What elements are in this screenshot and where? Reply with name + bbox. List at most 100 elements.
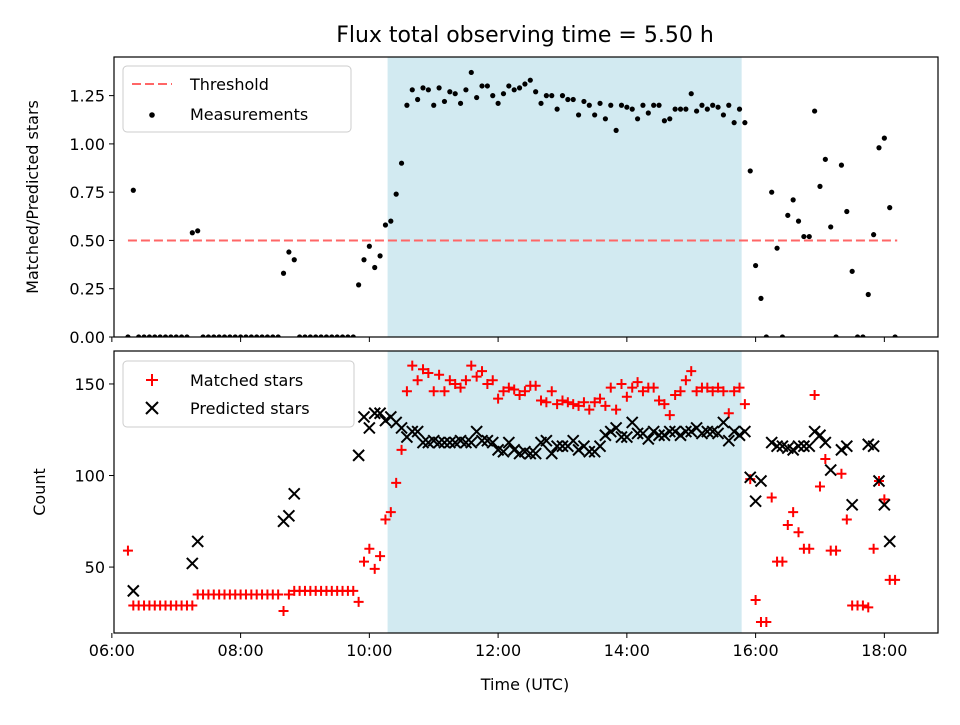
measurement-point xyxy=(758,295,764,301)
measurement-point xyxy=(280,270,287,276)
matched-star-point xyxy=(675,386,686,397)
matched-star-point xyxy=(761,617,772,628)
measurement-point xyxy=(892,334,898,337)
measurement-point xyxy=(313,334,319,337)
measurement-point xyxy=(318,334,324,337)
measurement-point xyxy=(812,108,818,114)
matched-star-point xyxy=(396,444,407,455)
matched-star-point xyxy=(584,404,595,415)
matched-star-point xyxy=(407,360,418,371)
measurement-point xyxy=(871,232,877,238)
measurement-point xyxy=(806,233,812,240)
matched-star-point xyxy=(541,397,552,408)
measurement-point xyxy=(817,183,823,189)
measurement-point xyxy=(404,102,410,108)
predicted-star-point xyxy=(186,557,199,570)
measurement-point xyxy=(162,334,169,337)
measurement-point xyxy=(602,116,608,122)
predicted-star-point xyxy=(754,474,768,488)
predicted-star-point xyxy=(679,425,693,438)
predicted-star-point xyxy=(867,440,880,453)
measurement-point xyxy=(452,91,458,97)
bottom-legend: Matched stars Predicted stars xyxy=(122,360,355,428)
matched-star-point xyxy=(273,589,284,600)
matched-star-point xyxy=(509,384,520,395)
measurement-point xyxy=(184,334,190,337)
predicted-star-point xyxy=(352,449,365,462)
bottom-plot-area: 06:00 08:00 10:00 12:00 14:00 16:00 18:00 50 10… xyxy=(74,350,939,660)
measurement-point xyxy=(849,268,855,274)
matched-star-point xyxy=(423,367,434,378)
predicted-star-point xyxy=(604,425,617,438)
measurement-point xyxy=(436,85,442,91)
matched-star-point xyxy=(863,602,874,613)
matched-star-point xyxy=(836,468,847,479)
predicted-star-point xyxy=(647,425,660,438)
measurement-point xyxy=(645,110,651,116)
matched-star-point xyxy=(718,386,729,397)
matched-star-point xyxy=(589,397,600,408)
measurement-point xyxy=(382,222,389,228)
matched-star-point xyxy=(750,595,761,606)
matched-star-point xyxy=(546,386,557,397)
predicted-star-point xyxy=(840,440,854,453)
measurement-point xyxy=(339,334,346,337)
measurement-points xyxy=(125,69,898,337)
measurement-point xyxy=(693,108,700,114)
matched-star-point xyxy=(637,386,648,397)
measurement-point xyxy=(345,334,351,337)
matched-star-point xyxy=(890,574,901,585)
matched-star-point xyxy=(793,527,804,538)
measurement-point xyxy=(763,334,769,337)
predicted-star-point xyxy=(658,429,671,442)
measurement-point xyxy=(211,334,217,337)
measurement-point xyxy=(634,116,641,122)
matched-star-point xyxy=(418,364,428,375)
measurement-point xyxy=(769,189,775,195)
measurement-point xyxy=(795,218,802,224)
measurement-point xyxy=(565,96,571,103)
top-y-ticks: 0.00 0.25 0.50 0.75 1.00 1.25 xyxy=(69,87,114,347)
predicted-star-point xyxy=(824,463,837,477)
measurement-point xyxy=(779,334,786,337)
measurement-point xyxy=(264,334,271,337)
matched-star-point xyxy=(562,397,573,408)
matched-star-point xyxy=(820,454,831,465)
measurement-point xyxy=(479,83,485,89)
measurement-point xyxy=(801,233,807,240)
measurement-point xyxy=(205,334,212,337)
matched-star-point xyxy=(670,389,681,400)
predicted-star-point xyxy=(411,425,424,438)
predicted-star-point xyxy=(668,425,682,438)
measurement-point xyxy=(538,100,544,106)
measurement-point xyxy=(608,102,614,108)
matched-star-point xyxy=(283,589,294,600)
x-axis-label: Time (UTC) xyxy=(480,675,569,694)
measurement-point xyxy=(876,145,882,151)
measurement-point xyxy=(613,127,619,133)
predicted-star-point xyxy=(770,440,784,453)
matched-star-point xyxy=(385,507,396,518)
bottom-shaded-span xyxy=(387,351,742,633)
measurement-point xyxy=(463,87,469,93)
top-y-tick-label: 0.25 xyxy=(69,280,105,299)
measurement-point xyxy=(844,208,850,215)
predicted-star-point xyxy=(282,509,296,523)
measurement-point xyxy=(495,100,501,106)
measurement-point xyxy=(484,83,490,89)
measurement-point xyxy=(511,87,517,93)
measurement-point xyxy=(586,102,592,108)
predicted-star-point xyxy=(727,425,741,438)
matched-star-point xyxy=(482,378,493,389)
predicted-star-point xyxy=(872,474,886,488)
measurement-point xyxy=(581,98,587,105)
measurement-point xyxy=(238,334,244,337)
x-tick-label: 06:00 xyxy=(89,641,135,660)
measurement-point xyxy=(168,334,174,337)
measurement-point xyxy=(570,96,576,103)
measurement-point xyxy=(130,187,136,193)
matched-star-point xyxy=(814,481,825,492)
matched-star-point xyxy=(809,389,820,400)
matched-star-point xyxy=(450,378,461,389)
predicted-star-point xyxy=(550,440,564,453)
